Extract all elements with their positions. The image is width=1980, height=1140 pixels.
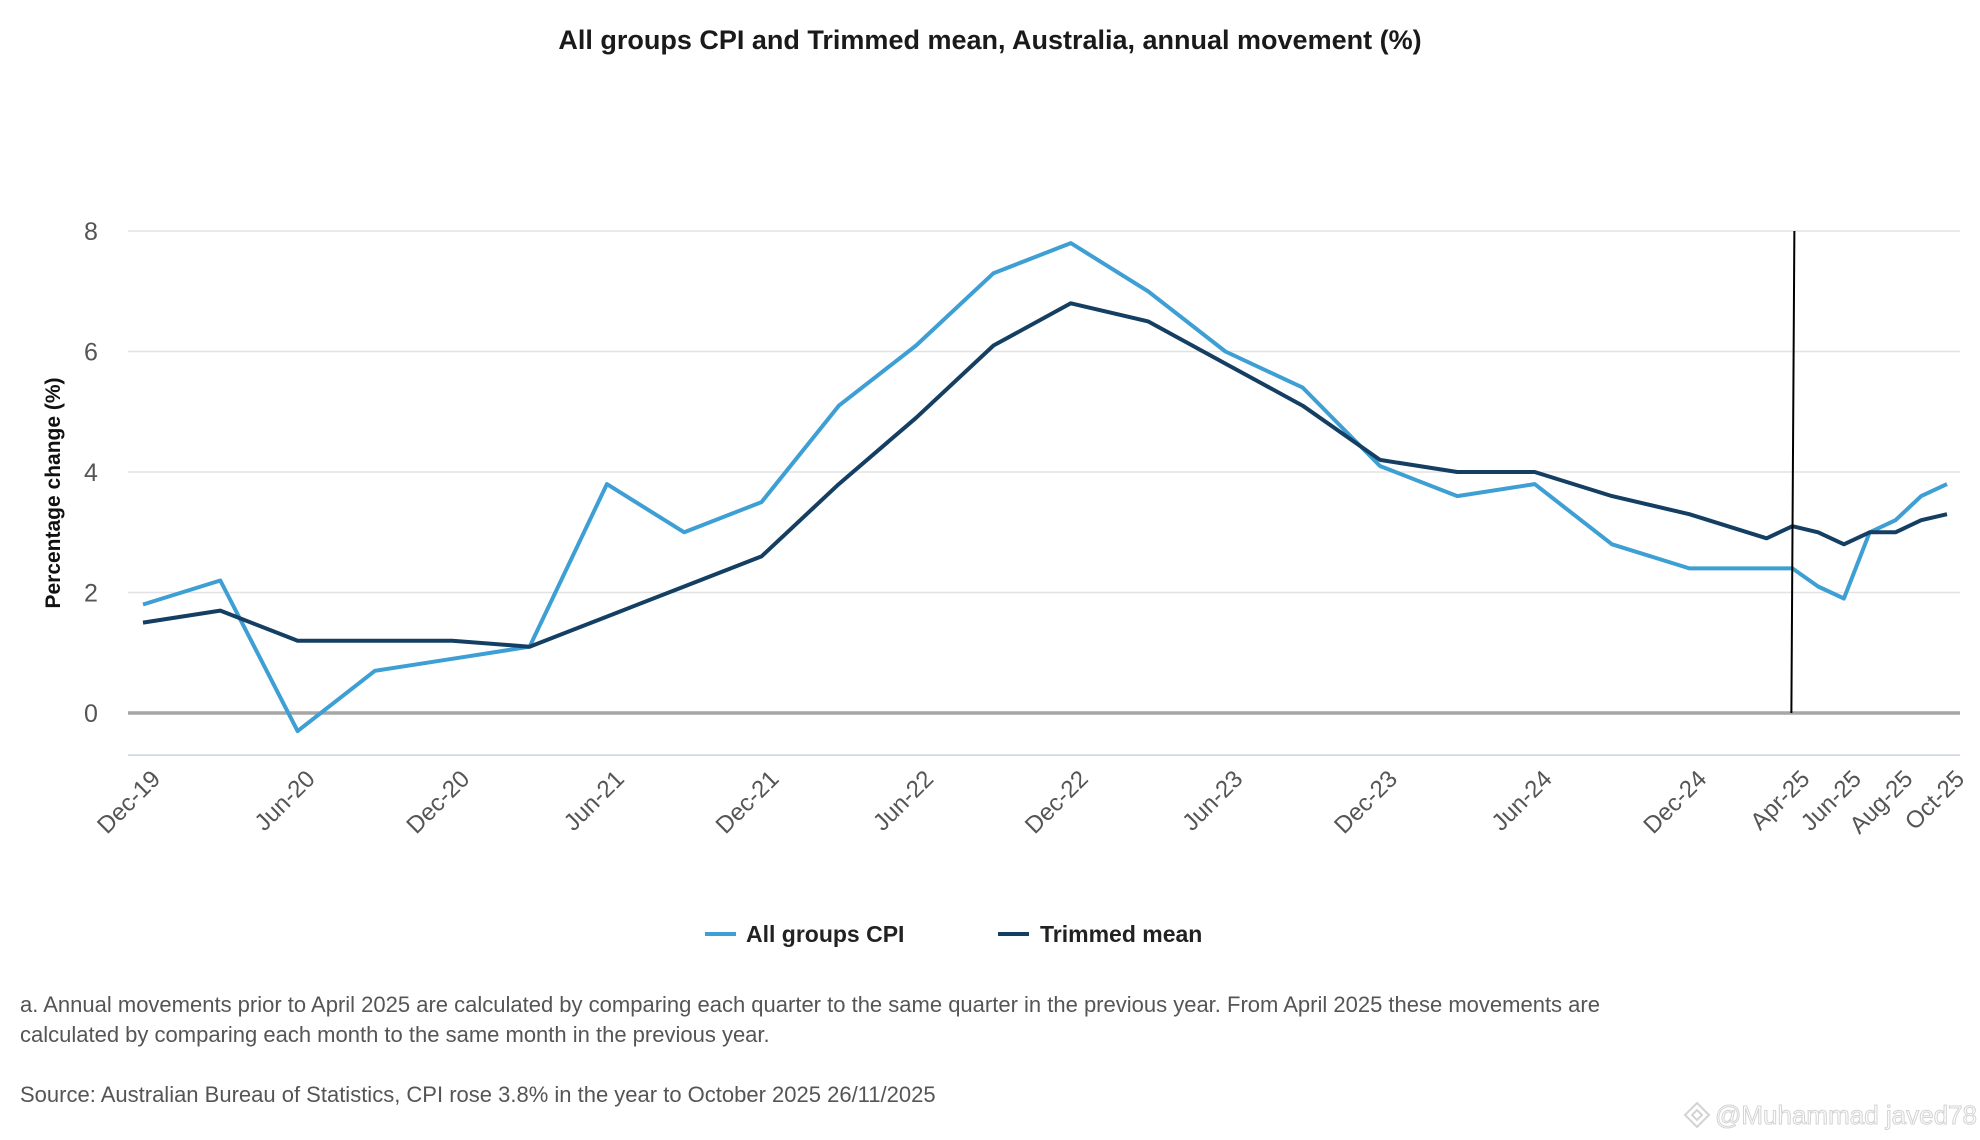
x-tick-label: Dec-20 — [401, 765, 475, 839]
x-tick-label: Jun-20 — [250, 765, 321, 836]
x-tick-label: Jun-24 — [1487, 765, 1558, 836]
watermark: @Muhammad javed78 — [1683, 1100, 1977, 1131]
footnote-line-1: a. Annual movements prior to April 2025 … — [20, 992, 1600, 1017]
footnote-line-2: calculated by comparing each month to th… — [20, 1022, 770, 1047]
x-tick-label: Jun-22 — [868, 765, 939, 836]
series-lines — [142, 241, 1948, 734]
vertical-marker — [1790, 230, 1796, 714]
y-tick-label: 0 — [84, 700, 98, 728]
y-tick-label: 2 — [84, 580, 98, 608]
x-tick-label: Dec-24 — [1638, 765, 1712, 839]
x-axis-ticks: Dec-19 Jun-20 Dec-20 Jun-21 Dec-21 Jun-22 Dec-… — [92, 765, 1970, 839]
y-tick-label: 4 — [84, 459, 98, 487]
x-tick-label: Dec-23 — [1329, 765, 1403, 839]
watermark-logo-icon — [1683, 1101, 1711, 1129]
x-tick-label: Jun-23 — [1177, 765, 1248, 836]
gridlines — [128, 230, 1960, 756]
y-tick-label: 8 — [84, 218, 98, 246]
legend-label-trimmed-mean: Trimmed mean — [1040, 921, 1202, 947]
x-tick-label: Dec-21 — [711, 765, 785, 839]
y-axis-label: Percentage change (%) — [42, 377, 65, 608]
watermark-text: @Muhammad javed78 — [1715, 1100, 1977, 1130]
series-line-trimmed-mean — [142, 301, 1948, 649]
x-tick-label: Dec-22 — [1020, 765, 1094, 839]
legend: All groups CPI Trimmed mean — [705, 921, 1202, 947]
x-tick-label: Jun-21 — [559, 765, 630, 836]
marker-line — [1790, 230, 1796, 714]
chart-title: All groups CPI and Trimmed mean, Austral… — [558, 25, 1421, 55]
x-tick-label: Oct-25 — [1900, 765, 1970, 835]
x-tick-label: Dec-19 — [92, 765, 166, 839]
source-note: Source: Australian Bureau of Statistics,… — [20, 1082, 936, 1107]
legend-label-cpi: All groups CPI — [746, 921, 904, 947]
y-axis-ticks: 0 2 4 6 8 — [84, 218, 98, 728]
y-tick-label: 6 — [84, 339, 98, 367]
